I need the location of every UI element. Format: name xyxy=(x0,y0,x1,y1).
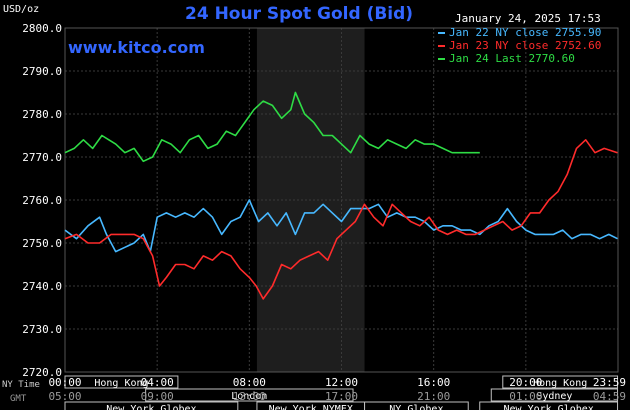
session-box xyxy=(64,401,239,410)
gmt-tick-label: 17:00 xyxy=(325,390,358,403)
y-tick-label: 2720.0 xyxy=(22,366,62,379)
gmt-tick-label: 09:00 xyxy=(141,390,174,403)
session-box xyxy=(145,388,354,402)
y-tick-label: 2780.0 xyxy=(22,108,62,121)
session-label: London xyxy=(231,391,267,402)
y-tick-label: 2750.0 xyxy=(22,237,62,250)
session-label: New York Globex xyxy=(106,404,196,410)
ny-time-tick-label: 16:00 xyxy=(417,376,450,389)
session-label: NY Globex xyxy=(389,404,443,410)
session-label: New York NYMEX xyxy=(269,404,353,410)
gmt-tick-label: 05:00 xyxy=(48,390,81,403)
y-tick-label: 2770.0 xyxy=(22,151,62,164)
ny-time-tick-label: 00:00 xyxy=(48,376,81,389)
legend-item-jan24: Jan 24 Last 2770.60 xyxy=(438,52,601,65)
session-box xyxy=(502,375,619,389)
legend-item-jan22: Jan 22 NY close 2755.90 xyxy=(438,26,601,39)
session-box xyxy=(490,388,619,402)
y-tick-label: 2790.0 xyxy=(22,65,62,78)
session-label: Sydney xyxy=(536,391,572,402)
series-line-3 xyxy=(64,91,480,163)
ny-time-tick-label: 23:59 xyxy=(593,376,626,389)
chart-datetime: January 24, 2025 17:53 xyxy=(455,12,601,25)
ny-time-axis-label: NY Time xyxy=(2,380,40,390)
gmt-tick-label: 01:00 xyxy=(509,390,542,403)
y-tick-label: 2800.0 xyxy=(22,22,62,35)
brand-link[interactable]: www.kitco.com xyxy=(68,38,205,57)
legend-label-jan22: Jan 22 NY close 2755.90 xyxy=(449,26,602,39)
gmt-tick-label: 21:00 xyxy=(417,390,450,403)
gmt-axis-label: GMT xyxy=(10,394,27,404)
session-label: Hong Kong xyxy=(94,378,148,389)
series-line-1 xyxy=(64,199,618,253)
legend-label-jan24: Jan 24 Last 2770.60 xyxy=(449,52,575,65)
gmt-tick-label: 04:59 xyxy=(593,390,626,403)
legend-swatch-jan24 xyxy=(438,57,445,60)
y-tick-label: 2740.0 xyxy=(22,280,62,293)
session-box xyxy=(64,375,179,389)
y-tick-label: 2760.0 xyxy=(22,194,62,207)
y-axis-unit-label: USD/oz xyxy=(3,4,40,15)
y-tick-label: 2730.0 xyxy=(22,323,62,336)
legend-swatch-jan22 xyxy=(438,31,445,34)
legend-item-jan23: Jan 23 NY close 2752.60 xyxy=(438,39,601,52)
session-box xyxy=(364,401,469,410)
ny-time-tick-label: 04:00 xyxy=(141,376,174,389)
session-box xyxy=(479,401,619,410)
legend-swatch-jan23 xyxy=(438,44,445,47)
ny-time-tick-label: 08:00 xyxy=(233,376,266,389)
series-line-2 xyxy=(64,139,618,300)
gmt-tick-label: 13:00 xyxy=(233,390,266,403)
ny-time-tick-label: 20:00 xyxy=(509,376,542,389)
chart-legend: Jan 22 NY close 2755.90 Jan 23 NY close … xyxy=(438,26,601,65)
session-label: New York Globex xyxy=(503,404,593,410)
session-label: Hong Kong xyxy=(533,378,587,389)
chart-title: 24 Hour Spot Gold (Bid) xyxy=(185,4,414,24)
legend-label-jan23: Jan 23 NY close 2752.60 xyxy=(449,39,602,52)
plot-border xyxy=(64,27,619,373)
ny-time-tick-label: 12:00 xyxy=(325,376,358,389)
